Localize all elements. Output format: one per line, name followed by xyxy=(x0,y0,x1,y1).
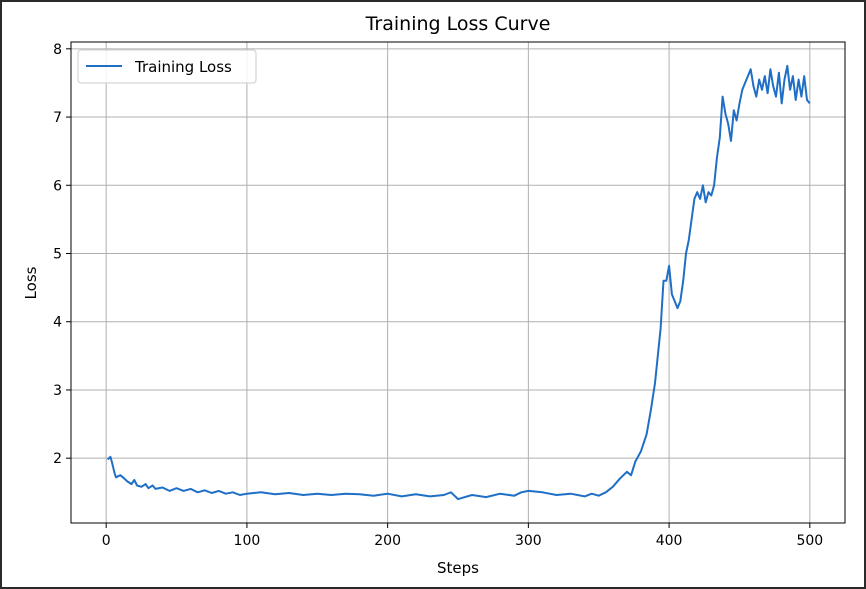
y-tick-label: 4 xyxy=(53,315,62,331)
x-axis-label: Steps xyxy=(437,559,479,577)
legend: Training Loss xyxy=(77,49,257,84)
chart-title: Training Loss Curve xyxy=(365,13,551,35)
x-tick-label: 100 xyxy=(234,533,261,549)
x-tick-label: 500 xyxy=(796,533,823,549)
y-tick-label: 2 xyxy=(53,451,62,467)
x-tick-label: 300 xyxy=(515,533,542,549)
axis-ticks: 0 100 200 300 400 500 2 3 4 5 6 7 8 xyxy=(53,42,823,549)
y-tick-label: 8 xyxy=(53,42,62,58)
y-tick-label: 5 xyxy=(53,247,62,263)
legend-label: Training Loss xyxy=(134,58,232,76)
y-tick-label: 6 xyxy=(53,178,62,194)
series-layer xyxy=(106,64,811,501)
legend-box xyxy=(77,49,257,84)
plot-frame xyxy=(70,41,846,524)
series-line-training-loss xyxy=(106,64,811,501)
x-tick-label: 200 xyxy=(374,533,401,549)
x-tick-label: 0 xyxy=(102,533,111,549)
gridlines xyxy=(71,42,845,523)
x-tick-label: 400 xyxy=(656,533,683,549)
y-tick-label: 7 xyxy=(53,110,62,126)
y-axis-label: Loss xyxy=(22,266,40,299)
y-tick-label: 3 xyxy=(53,383,62,399)
